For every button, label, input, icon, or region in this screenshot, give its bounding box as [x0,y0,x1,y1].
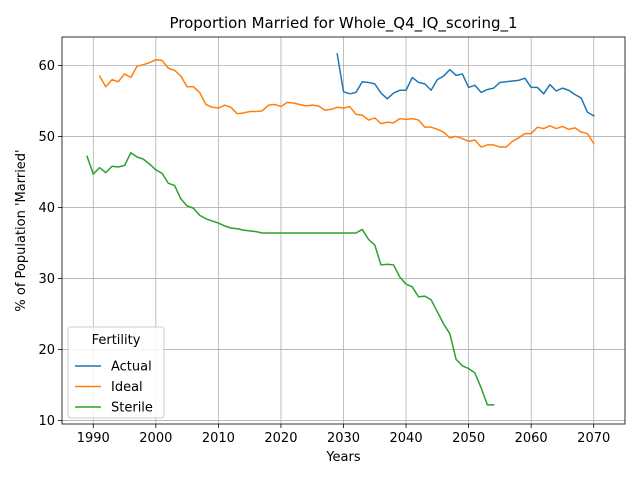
chart-title: Proportion Married for Whole_Q4_IQ_scori… [169,14,517,33]
series-lines [86,53,595,406]
x-tick-label: 2030 [327,431,360,446]
x-tick-label: 1990 [77,431,110,446]
y-axis-label: % of Population 'Married' [14,149,29,311]
axis-ticks: 1990 2000 2010 2020 2030 2040 2050 2060 20701020… [38,59,610,446]
y-tick-label: 20 [38,343,55,358]
x-tick-label: 2060 [515,431,548,446]
y-tick-label: 60 [38,59,55,74]
legend-box [67,326,165,419]
series-line-ideal [98,58,595,148]
legend-label-ideal: Ideal [111,380,143,395]
x-tick-label: 2040 [390,431,423,446]
legend-label-actual: Actual [111,360,152,375]
legend-label-sterile: Sterile [111,401,153,416]
y-tick-label: 30 [38,272,55,287]
series-line-sterile [86,151,495,406]
legend-title: Fertility [92,333,141,348]
x-tick-label: 2010 [202,431,235,446]
y-tick-label: 10 [38,414,55,429]
x-axis-label: Years [325,450,361,465]
y-tick-label: 50 [38,130,55,145]
x-tick-label: 2050 [452,431,485,446]
legend: Fertility Actual Ideal Sterile [67,326,165,419]
grid-lines [62,37,625,424]
x-tick-label: 2000 [139,431,172,446]
y-tick-label: 40 [38,201,55,216]
series-line-actual [336,53,595,117]
x-tick-label: 2020 [264,431,297,446]
x-tick-label: 2070 [577,431,610,446]
